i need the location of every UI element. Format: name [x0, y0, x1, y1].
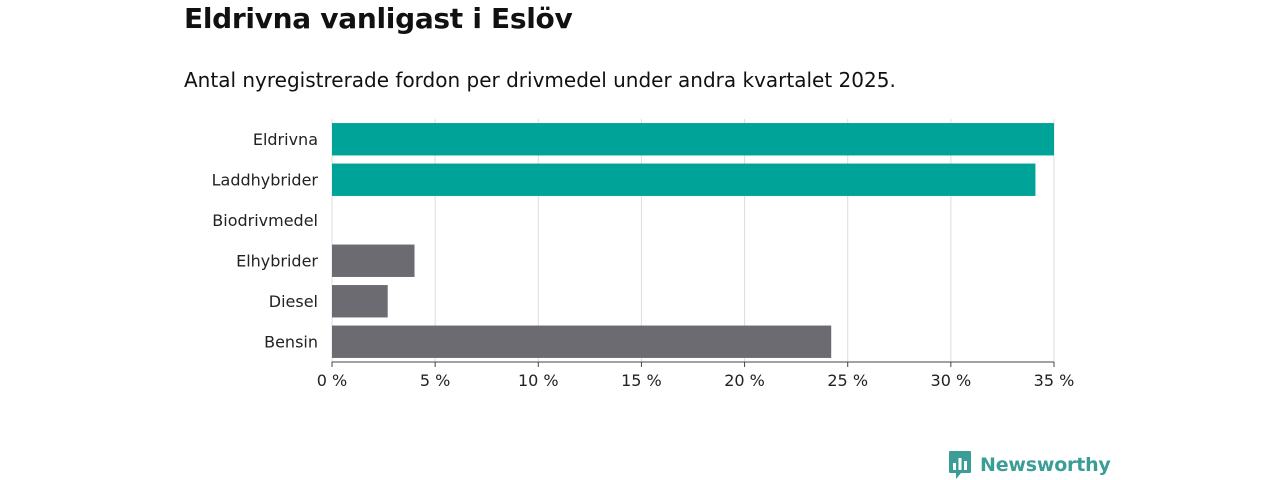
category-label-elhybrider: Elhybrider	[236, 251, 318, 270]
bar-laddhybrider	[332, 163, 1036, 196]
bar-bensin	[332, 325, 832, 358]
x-tick-label-3: 15 %	[621, 371, 662, 390]
x-tick-label-5: 25 %	[827, 371, 868, 390]
category-label-diesel: Diesel	[269, 292, 318, 311]
bar-chart-logo-icon	[949, 451, 971, 479]
x-tick-label-7: 35 %	[1034, 371, 1075, 390]
x-tick-label-0: 0 %	[317, 371, 347, 390]
category-label-laddhybrider: Laddhybrider	[212, 170, 319, 189]
x-tick-label-1: 5 %	[420, 371, 450, 390]
category-label-biodrivmedel: Biodrivmedel	[212, 211, 318, 230]
bar-eldrivna	[332, 123, 1054, 156]
category-label-bensin: Bensin	[264, 332, 318, 351]
x-tick-label-2: 10 %	[518, 371, 559, 390]
newsworthy-logo: Newsworthy	[948, 450, 1111, 480]
chart-title: Eldrivna vanligast i Eslöv	[184, 2, 573, 35]
bar-elhybrider	[332, 244, 415, 277]
brand-name: Newsworthy	[980, 454, 1111, 476]
chart-subtitle: Antal nyregistrerade fordon per drivmede…	[184, 68, 896, 92]
x-tick-label-6: 30 %	[931, 371, 972, 390]
category-label-eldrivna: Eldrivna	[253, 130, 318, 149]
x-tick-label-4: 20 %	[724, 371, 765, 390]
bar-diesel	[332, 285, 388, 318]
